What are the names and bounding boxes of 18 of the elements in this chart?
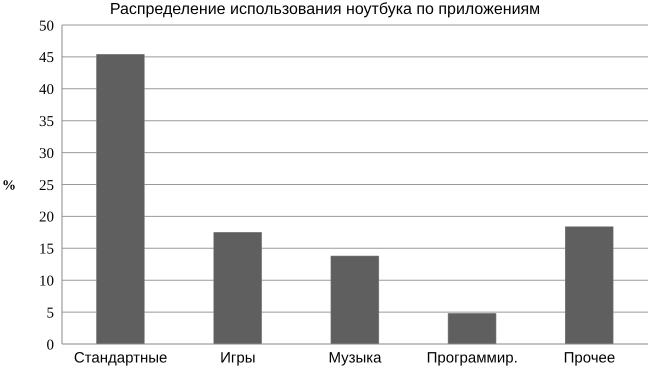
y-tick-label: 25: [39, 178, 54, 194]
y-tick-label: 45: [39, 50, 54, 66]
y-tick-label: 20: [39, 210, 54, 226]
x-tick-label: Программир.: [426, 350, 518, 367]
y-tick-label: 10: [39, 274, 54, 290]
y-tick-label: 35: [39, 114, 54, 130]
y-tick-label: 50: [39, 18, 54, 34]
y-axis-title: %: [2, 178, 16, 194]
y-tick-label: 5: [46, 305, 54, 322]
x-tick-label: Прочее: [564, 350, 616, 367]
y-tick-label: 40: [39, 82, 54, 98]
y-tick-label: 15: [39, 242, 54, 258]
x-tick-label: Музыка: [328, 350, 382, 367]
x-tick-label: Игры: [220, 350, 256, 367]
chart-title: Распределение использования ноутбука по приложениям: [108, 0, 542, 20]
x-tick-label: Стандартные: [74, 350, 168, 367]
y-tick-label: 30: [39, 146, 54, 162]
y-tick-label: 0: [46, 337, 54, 354]
